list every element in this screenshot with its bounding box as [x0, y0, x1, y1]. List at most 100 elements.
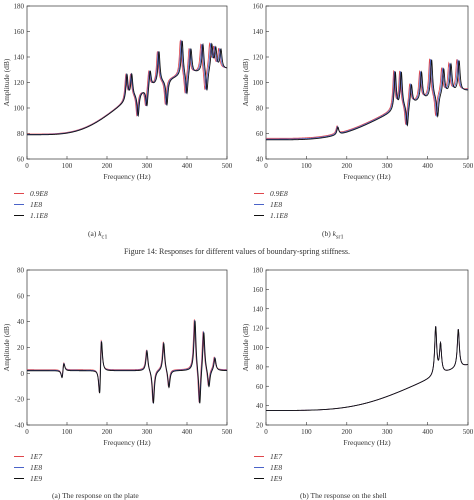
- caption-prefix: (a): [88, 229, 97, 238]
- x-tick-label: 0: [264, 428, 268, 436]
- caption-symbol: k: [332, 229, 336, 238]
- plot-frame: [265, 269, 469, 426]
- x-tick-label: 400: [182, 162, 193, 170]
- y-tick-label: 120: [253, 54, 264, 62]
- legend-swatch-black: [254, 215, 264, 216]
- y-tick-label: 80: [256, 363, 264, 371]
- y-axis-label: Amplitude (dB): [241, 58, 250, 106]
- caption-subscript: c1: [101, 233, 108, 241]
- legend-swatch-blue: [254, 204, 264, 205]
- legend-item: 1E8: [14, 462, 42, 473]
- legend-label: 1.1E8: [270, 211, 288, 220]
- y-tick-label: 20: [17, 344, 25, 352]
- legend-swatch-red: [14, 456, 24, 457]
- x-tick-label: 300: [142, 428, 153, 436]
- x-tick-label: 0: [25, 428, 29, 436]
- chart-panel-3: 0 100 200 300 400 500 20 40 60 80 100 120 140 160 180 F…: [241, 267, 474, 448]
- plot-frame: [265, 5, 469, 160]
- legend-item: 1E8: [254, 462, 282, 473]
- x-tick-label: 100: [301, 162, 312, 170]
- legend-label: 0.9E8: [30, 189, 48, 198]
- series-line-0: [27, 39, 227, 135]
- legend-swatch-black: [14, 215, 24, 216]
- legend-c: 1E7 1E8 1E9: [14, 451, 42, 484]
- series-line-2: [27, 320, 227, 404]
- x-tick-label: 400: [182, 428, 193, 436]
- series-line-2: [266, 59, 468, 141]
- x-tick-label: 500: [463, 162, 474, 170]
- y-tick-label: 60: [256, 130, 264, 138]
- legend-swatch-black: [254, 478, 264, 479]
- y-tick-label: -40: [15, 422, 25, 430]
- caption-b: (b) ksr1: [322, 229, 344, 241]
- y-tick-label: 40: [17, 318, 25, 326]
- x-tick-label: 0: [25, 162, 29, 170]
- caption-c: (a) The response on the plate: [52, 491, 139, 500]
- legend-label: 1E9: [270, 474, 283, 483]
- x-tick-label: 400: [422, 428, 433, 436]
- caption-text: The response on the plate: [62, 491, 139, 500]
- y-tick-label: 140: [253, 305, 264, 313]
- y-tick-label: 80: [256, 105, 264, 113]
- y-tick-label: 160: [14, 28, 25, 36]
- legend-label: 1.1E8: [30, 211, 48, 220]
- legend-item: 1E8: [254, 199, 288, 210]
- series-line-2: [27, 40, 227, 136]
- y-tick-label: 160: [253, 286, 264, 294]
- caption-symbol: k: [98, 229, 102, 238]
- caption-d: (b) The response on the shell: [300, 491, 387, 500]
- x-axis-label: Frequency (Hz): [343, 172, 391, 181]
- x-tick-label: 400: [422, 162, 433, 170]
- y-tick-label: 140: [14, 54, 25, 62]
- legend-label: 1E8: [270, 200, 283, 209]
- series-line-1: [266, 326, 468, 411]
- x-tick-label: 200: [342, 162, 353, 170]
- y-tick-label: 160: [253, 3, 264, 11]
- x-tick-label: 100: [62, 162, 73, 170]
- x-tick-label: 0: [264, 162, 268, 170]
- legend-swatch-blue: [14, 204, 24, 205]
- legend-label: 0.9E8: [270, 189, 288, 198]
- legend-swatch-red: [254, 456, 264, 457]
- y-tick-label: 120: [253, 325, 264, 333]
- x-axis-label: Frequency (Hz): [343, 438, 391, 447]
- legend-label: 1E7: [30, 452, 43, 461]
- x-tick-label: 300: [142, 162, 153, 170]
- legend-b: 0.9E8 1E8 1.1E8: [254, 188, 288, 221]
- y-tick-label: 140: [253, 28, 264, 36]
- x-tick-label: 500: [222, 162, 233, 170]
- caption-prefix: (a): [52, 491, 61, 500]
- y-tick-label: 40: [256, 156, 264, 164]
- x-axis-label: Frequency (Hz): [103, 438, 151, 447]
- caption-subscript: sr1: [335, 233, 344, 241]
- chart-panel-2: 0 100 200 300 400 500 -40 -20 0 20 40 60 80 Frequency…: [2, 267, 233, 448]
- legend-swatch-black: [14, 478, 24, 479]
- y-tick-label: 120: [14, 79, 25, 87]
- y-tick-label: -20: [15, 396, 25, 404]
- legend-a: 0.9E8 1E8 1.1E8: [14, 188, 48, 221]
- legend-item: 1E8: [14, 199, 48, 210]
- y-tick-label: 180: [14, 3, 25, 11]
- y-axis-label: Amplitude (dB): [241, 323, 250, 371]
- series-line-1: [266, 58, 468, 140]
- legend-swatch-blue: [254, 467, 264, 468]
- legend-item: 0.9E8: [14, 188, 48, 199]
- x-tick-label: 500: [463, 428, 474, 436]
- y-axis-label: Amplitude (dB): [2, 58, 11, 106]
- x-tick-label: 100: [301, 428, 312, 436]
- x-tick-label: 200: [102, 428, 113, 436]
- x-tick-label: 200: [102, 162, 113, 170]
- caption-prefix: (b): [300, 491, 309, 500]
- legend-item: 1E9: [14, 473, 42, 484]
- plot-frame: [26, 269, 228, 426]
- x-tick-label: 100: [62, 428, 73, 436]
- chart-panel-0: 0 100 200 300 400 500 60 80 100 120 140 160 180 Frequ…: [2, 3, 233, 182]
- figure-title: Figure 14: Responses for different value…: [123, 247, 351, 256]
- legend-label: 1E8: [270, 463, 283, 472]
- series-line-2: [266, 326, 468, 411]
- x-tick-label: 200: [342, 428, 353, 436]
- y-tick-label: 60: [256, 383, 264, 391]
- legend-label: 1E8: [30, 463, 43, 472]
- legend-swatch-blue: [14, 467, 24, 468]
- x-tick-label: 500: [222, 428, 233, 436]
